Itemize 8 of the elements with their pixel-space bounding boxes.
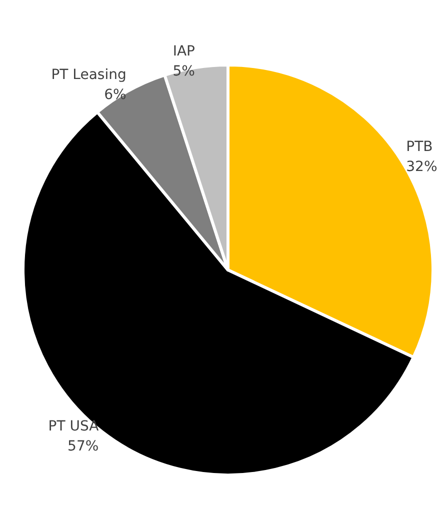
slice-label: PT Leasing [51, 67, 126, 84]
slice-label: IAP [172, 44, 195, 60]
data-label: 57% [68, 438, 99, 455]
slice-label: PTB [406, 138, 433, 155]
slice-label: PT USA [48, 418, 100, 435]
data-label: 32% [406, 158, 438, 175]
data-label: 5% [172, 64, 195, 80]
data-label: 6% [104, 87, 126, 104]
